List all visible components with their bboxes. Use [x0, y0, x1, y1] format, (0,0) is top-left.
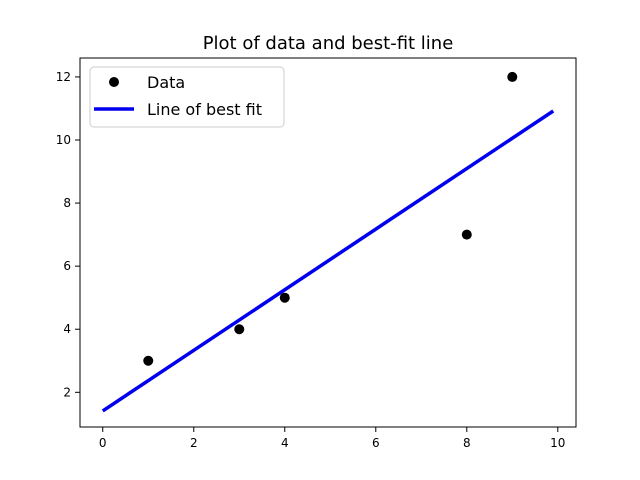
- x-axis: 0 2 4 6 8 10: [99, 427, 565, 450]
- y-tick-label: 2: [63, 385, 71, 399]
- best-fit-line: [101, 109, 555, 413]
- data-point: [507, 71, 518, 82]
- x-tick-label: 0: [99, 436, 107, 450]
- legend-label-data: Data: [147, 73, 185, 92]
- x-tick-label: 6: [372, 436, 380, 450]
- y-tick-label: 12: [56, 70, 71, 84]
- data-point: [234, 324, 245, 335]
- x-tick-label: 8: [463, 436, 471, 450]
- x-tick-label: 2: [190, 436, 198, 450]
- data-point: [143, 355, 154, 366]
- legend: Data Line of best fit: [89, 66, 285, 128]
- y-tick-label: 4: [63, 322, 71, 336]
- x-tick-label: 10: [550, 436, 565, 450]
- y-tick-label: 6: [63, 259, 71, 273]
- y-tick-label: 10: [56, 133, 71, 147]
- y-tick-label: 8: [63, 196, 71, 210]
- chart-title: Plot of data and best-fit line: [203, 33, 454, 54]
- legend-marker-data: [109, 77, 119, 87]
- data-point: [279, 292, 290, 303]
- x-tick-label: 4: [281, 436, 289, 450]
- legend-label-best-fit: Line of best fit: [147, 100, 262, 119]
- legend-box: [89, 66, 285, 128]
- series-layer: [101, 71, 555, 413]
- data-point: [461, 229, 472, 240]
- y-axis: 2 4 6 8 10 12: [56, 70, 80, 399]
